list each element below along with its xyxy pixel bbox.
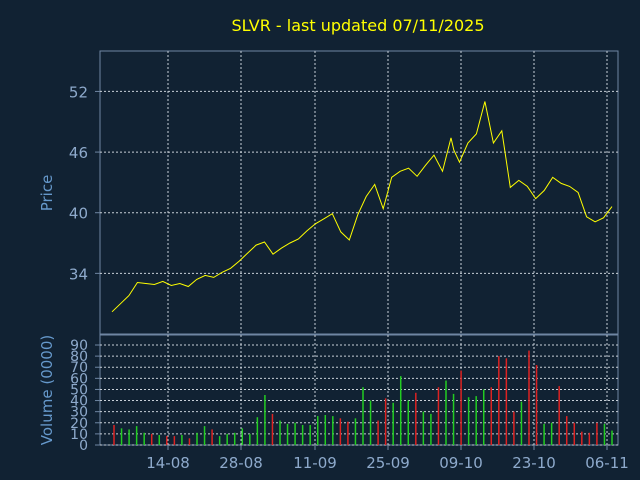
x-tick-label: 28-08 xyxy=(219,454,263,472)
price-axis-label: Price xyxy=(38,175,56,212)
price-plot-frame xyxy=(99,50,619,335)
volume-y-tick-label: 50 xyxy=(70,382,88,398)
volume-y-tick-label: 90 xyxy=(70,338,88,354)
price-panel: 34 40 46 52 Price xyxy=(38,50,619,335)
volume-y-tick-label: 20 xyxy=(70,416,88,432)
x-tick-label: 06-11 xyxy=(585,454,629,472)
x-axis-ticks: 14-08 28-08 11-09 25-09 09-10 23-10 06-11 xyxy=(146,445,629,472)
chart-title: SLVR - last updated 07/11/2025 xyxy=(231,16,484,35)
volume-y-tick-label: 70 xyxy=(70,360,88,376)
volume-y-tick-label: 80 xyxy=(70,349,88,365)
volume-y-tick-label: 0 xyxy=(79,438,88,454)
x-tick-label: 14-08 xyxy=(146,454,190,472)
volume-y-tick-label: 40 xyxy=(70,394,88,410)
x-tick-label: 23-10 xyxy=(512,454,556,472)
price-y-ticks: 34 40 46 52 xyxy=(69,83,100,283)
price-line xyxy=(111,101,613,313)
price-y-tick-label: 34 xyxy=(69,265,88,283)
price-y-tick-label: 40 xyxy=(69,205,88,223)
x-tick-label: 11-09 xyxy=(293,454,337,472)
volume-axis-label: Volume (0000) xyxy=(38,335,56,445)
price-y-tick-label: 52 xyxy=(69,83,88,101)
x-tick-label: 09-10 xyxy=(439,454,483,472)
x-tick-label: 25-09 xyxy=(366,454,410,472)
price-y-tick-label: 46 xyxy=(69,144,88,162)
volume-y-tick-label: 10 xyxy=(70,427,88,443)
volume-plot-frame xyxy=(99,334,619,446)
volume-bars xyxy=(113,350,613,445)
volume-y-tick-label: 30 xyxy=(70,405,88,421)
volume-y-tick-label: 60 xyxy=(70,371,88,387)
